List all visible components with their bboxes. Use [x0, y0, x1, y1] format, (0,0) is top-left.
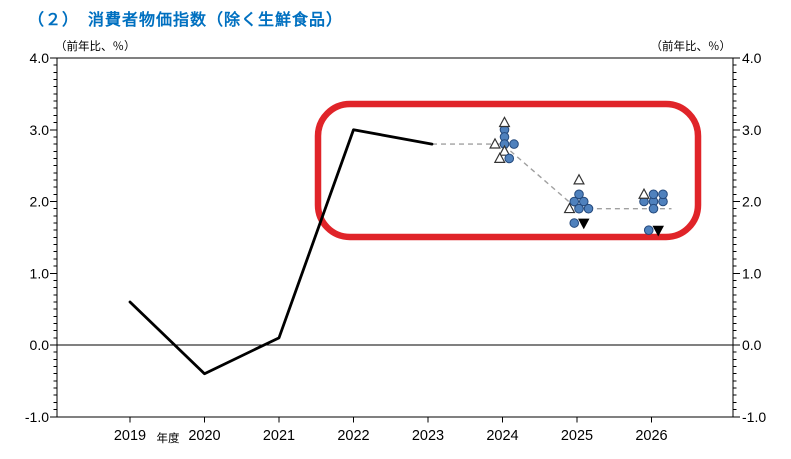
forecast-dot-triangle-up	[493, 151, 506, 163]
x-tick-label: 2023	[412, 428, 444, 444]
y-tick-label-left: 3.0	[30, 122, 50, 138]
x-tick-label: 2026	[635, 428, 667, 444]
x-tick-label: 2022	[337, 428, 369, 444]
forecast-dot-circle	[583, 203, 594, 214]
fiscal-year-label: 年度	[157, 431, 180, 445]
y-tick-label-right: -1.0	[742, 409, 766, 425]
x-tick-label: 2019	[114, 428, 146, 444]
x-tick-label: 2021	[263, 428, 295, 444]
x-tick-label: 2024	[486, 428, 518, 444]
y-tick-label-left: -1.0	[25, 409, 49, 425]
forecast-dot-triangle-down	[578, 218, 590, 230]
y-axis-unit-label-right: （前年比、％）	[650, 41, 732, 53]
y-tick-label-left: 4.0	[30, 50, 50, 66]
y-tick-label-right: 1.0	[742, 265, 762, 281]
forecast-dot-circle	[569, 196, 580, 207]
forecast-dot-circle	[574, 203, 584, 214]
y-tick-label-right: 2.0	[742, 194, 762, 210]
forecast-dot-circle	[578, 196, 589, 207]
forecast-dot-triangle-up	[638, 187, 650, 199]
forecast-dot-triangle-up	[489, 137, 501, 149]
forecast-dot-triangle-down	[652, 225, 664, 237]
forecast-dot-triangle-up	[573, 173, 585, 185]
median-forecast-line	[432, 143, 672, 210]
y-tick-label-left: 0.0	[30, 337, 50, 353]
y-tick-label-right: 3.0	[742, 122, 762, 138]
forecast-dot-triangle-up	[498, 116, 511, 128]
forecast-dot-circle	[648, 203, 659, 214]
forecast-dot-circle	[574, 189, 584, 200]
forecast-dot-circle	[658, 189, 668, 200]
forecast-dot-triangle-up	[498, 144, 511, 156]
x-tick-label: 2020	[188, 428, 220, 444]
forecast-highlight-box	[314, 100, 702, 241]
y-tick-label-right: 0.0	[742, 337, 762, 353]
forecast-dot-circle	[643, 225, 654, 235]
y-tick-label-right: 4.0	[742, 50, 762, 66]
forecast-dot-circle	[648, 189, 659, 200]
y-tick-label-left: 1.0	[30, 265, 50, 281]
actual-cpi-line	[128, 128, 434, 376]
forecast-dot-triangle-up	[563, 202, 576, 214]
forecast-dot-circle	[569, 218, 580, 228]
y-axis-unit-label-left: （前年比、％）	[55, 41, 136, 53]
x-tick-label: 2025	[561, 428, 593, 444]
forecast-dot-circle	[509, 139, 519, 149]
y-tick-label-left: 2.0	[30, 194, 50, 210]
forecast-dot-circle	[504, 153, 515, 164]
chart-title: （２） 消費者物価指数（除く生鮮食品）	[28, 12, 344, 29]
